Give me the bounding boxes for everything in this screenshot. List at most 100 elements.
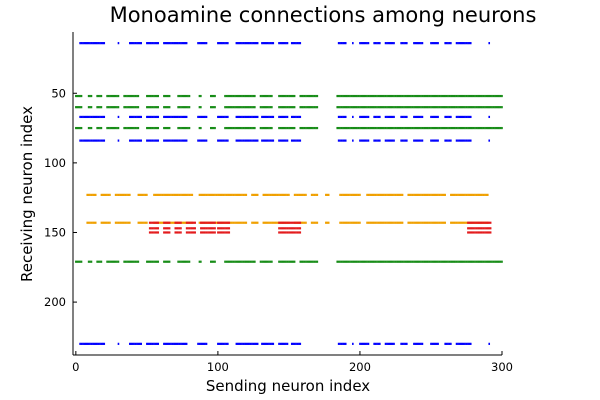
data-point	[205, 342, 208, 345]
data-point	[227, 94, 229, 98]
data-point	[403, 139, 405, 142]
data-point	[347, 94, 350, 98]
data-point	[235, 106, 238, 109]
data-point	[153, 260, 155, 263]
data-point	[150, 94, 152, 98]
data-point	[76, 126, 79, 130]
data-point	[374, 94, 377, 98]
data-point	[312, 126, 314, 130]
data-point	[236, 126, 239, 130]
data-point	[457, 260, 459, 263]
data-point	[86, 221, 89, 224]
data-point	[417, 126, 419, 130]
data-point	[455, 94, 458, 98]
data-point	[380, 221, 383, 224]
data-point	[420, 94, 422, 98]
data-point	[241, 42, 243, 45]
data-point	[268, 193, 270, 196]
data-point	[444, 126, 446, 130]
data-point	[137, 342, 140, 345]
data-point	[492, 106, 495, 109]
data-point	[388, 94, 391, 98]
data-point	[485, 221, 488, 224]
data-point	[254, 193, 256, 196]
data-point	[488, 342, 491, 345]
data-point	[283, 221, 286, 224]
data-point	[303, 94, 306, 98]
data-point	[431, 193, 434, 196]
data-point	[296, 139, 299, 142]
data-point	[164, 193, 167, 196]
data-point	[359, 139, 361, 142]
data-point	[234, 106, 236, 109]
data-point	[488, 139, 491, 142]
data-point	[326, 221, 329, 224]
data-point	[359, 342, 361, 345]
data-point	[177, 139, 179, 142]
data-point	[354, 94, 357, 98]
data-point	[79, 260, 81, 263]
data-point	[214, 227, 216, 230]
data-point	[183, 260, 185, 263]
data-point	[200, 231, 202, 234]
data-point	[376, 42, 378, 45]
data-point	[414, 193, 417, 196]
data-point	[352, 94, 354, 98]
data-point	[434, 126, 437, 130]
data-point	[92, 193, 94, 196]
data-point	[452, 260, 455, 263]
data-point	[146, 342, 148, 345]
data-point	[452, 193, 455, 196]
data-point	[352, 115, 354, 119]
data-point	[138, 139, 141, 142]
data-point	[340, 115, 343, 119]
data-point	[469, 260, 472, 263]
data-point	[464, 139, 466, 142]
data-point	[435, 342, 438, 345]
data-point	[454, 94, 456, 98]
data-point	[428, 260, 431, 263]
data-point	[445, 42, 448, 45]
data-point	[393, 221, 395, 224]
data-point	[150, 126, 152, 130]
data-point	[174, 342, 177, 345]
data-point	[126, 126, 128, 130]
data-point	[478, 106, 481, 109]
data-point	[350, 94, 353, 98]
data-point	[79, 115, 81, 119]
data-point	[316, 193, 319, 196]
data-point	[228, 94, 231, 98]
data-point	[170, 342, 172, 345]
data-point	[271, 260, 273, 263]
data-point	[496, 94, 499, 98]
data-point	[460, 94, 462, 98]
data-point	[119, 221, 121, 224]
data-point	[471, 221, 473, 224]
data-point	[435, 126, 438, 130]
data-point	[153, 94, 155, 98]
data-point	[373, 42, 375, 45]
data-point	[148, 139, 151, 142]
data-point	[154, 106, 157, 109]
data-point	[339, 42, 341, 45]
data-point	[137, 115, 140, 119]
data-point	[455, 106, 458, 109]
data-point	[376, 139, 378, 142]
data-point	[386, 342, 388, 345]
data-point	[383, 106, 385, 109]
data-point	[153, 342, 155, 345]
data-point	[286, 193, 289, 196]
data-point	[472, 227, 475, 230]
data-point	[421, 126, 424, 130]
data-point	[299, 126, 302, 130]
data-point	[236, 115, 239, 119]
data-point	[289, 106, 292, 109]
data-point	[474, 193, 476, 196]
data-point	[464, 115, 466, 119]
data-point	[127, 94, 130, 98]
data-point	[283, 139, 286, 142]
data-point	[201, 221, 204, 224]
data-point	[129, 42, 131, 45]
data-point	[157, 106, 160, 109]
data-point	[397, 126, 400, 130]
